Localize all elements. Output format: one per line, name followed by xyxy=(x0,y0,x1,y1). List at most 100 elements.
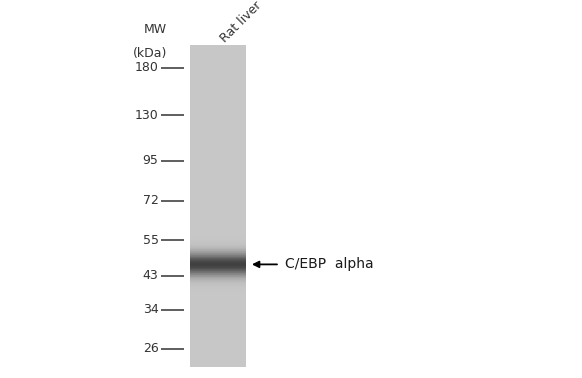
Bar xyxy=(190,256,246,257)
Bar xyxy=(190,145,246,146)
Bar xyxy=(190,113,246,114)
Bar xyxy=(190,330,246,331)
Bar xyxy=(190,281,246,282)
Bar xyxy=(190,117,246,118)
Bar xyxy=(190,191,246,192)
Bar xyxy=(190,259,246,260)
Bar xyxy=(190,366,246,367)
Bar xyxy=(190,100,246,101)
Bar xyxy=(190,195,246,196)
Bar xyxy=(190,172,246,173)
Bar xyxy=(190,301,246,302)
Bar xyxy=(190,161,246,162)
Bar xyxy=(190,190,246,191)
Bar xyxy=(190,332,246,333)
Bar xyxy=(190,305,246,306)
Bar xyxy=(190,63,246,64)
Bar xyxy=(190,282,246,283)
Text: 55: 55 xyxy=(143,234,158,246)
Bar xyxy=(190,96,246,97)
Bar xyxy=(190,151,246,152)
Bar xyxy=(190,241,246,242)
Bar xyxy=(190,199,246,200)
Bar xyxy=(190,248,246,249)
Bar xyxy=(190,318,246,319)
Bar xyxy=(190,302,246,303)
Bar xyxy=(190,112,246,113)
Bar xyxy=(190,311,246,312)
Bar xyxy=(190,48,246,49)
Bar xyxy=(190,219,246,220)
Bar xyxy=(190,150,246,151)
Bar xyxy=(190,359,246,360)
Bar xyxy=(190,178,246,179)
Bar xyxy=(190,95,246,96)
Bar xyxy=(190,364,246,365)
Bar xyxy=(190,52,246,53)
Bar xyxy=(190,288,246,289)
Text: 180: 180 xyxy=(134,61,158,74)
Bar xyxy=(190,182,246,183)
Bar xyxy=(190,187,246,188)
Bar xyxy=(190,108,246,109)
Bar xyxy=(190,181,246,182)
Bar xyxy=(190,238,246,239)
Bar xyxy=(190,276,246,277)
Bar xyxy=(190,272,246,273)
Bar xyxy=(190,352,246,353)
Bar xyxy=(190,200,246,201)
Bar xyxy=(190,159,246,160)
Bar xyxy=(190,317,246,318)
Bar xyxy=(190,75,246,76)
Bar xyxy=(190,118,246,119)
Bar xyxy=(190,242,246,243)
Bar xyxy=(190,310,246,311)
Bar xyxy=(190,298,246,299)
Bar xyxy=(190,147,246,148)
Bar xyxy=(190,268,246,269)
Text: 72: 72 xyxy=(143,194,158,208)
Bar xyxy=(190,58,246,59)
Bar xyxy=(190,105,246,106)
Bar xyxy=(190,331,246,332)
Bar xyxy=(190,177,246,178)
Bar xyxy=(190,123,246,124)
Bar xyxy=(190,351,246,352)
Bar xyxy=(190,265,246,266)
Bar xyxy=(190,339,246,340)
Bar xyxy=(190,337,246,338)
Bar xyxy=(190,99,246,100)
Bar xyxy=(190,180,246,181)
Bar xyxy=(190,143,246,144)
Bar xyxy=(190,53,246,54)
Bar xyxy=(190,225,246,226)
Bar xyxy=(190,142,246,143)
Bar xyxy=(190,234,246,235)
Bar xyxy=(190,94,246,95)
Bar xyxy=(190,353,246,354)
Bar xyxy=(190,196,246,197)
Bar xyxy=(190,209,246,210)
Bar xyxy=(190,270,246,271)
Bar xyxy=(190,261,246,262)
Bar xyxy=(190,56,246,57)
Bar xyxy=(190,348,246,349)
Bar xyxy=(190,335,246,336)
Bar xyxy=(190,252,246,253)
Bar xyxy=(190,314,246,315)
Bar xyxy=(190,64,246,65)
Bar xyxy=(190,347,246,348)
Bar xyxy=(190,230,246,231)
Bar xyxy=(190,153,246,154)
Bar xyxy=(190,175,246,176)
Bar xyxy=(190,271,246,272)
Bar xyxy=(190,97,246,98)
Text: C/EBP  alpha: C/EBP alpha xyxy=(285,257,374,271)
Bar xyxy=(190,258,246,259)
Bar xyxy=(190,336,246,337)
Bar xyxy=(190,289,246,290)
Bar xyxy=(190,167,246,168)
Bar xyxy=(190,55,246,56)
Bar xyxy=(190,244,246,245)
Bar xyxy=(190,267,246,268)
